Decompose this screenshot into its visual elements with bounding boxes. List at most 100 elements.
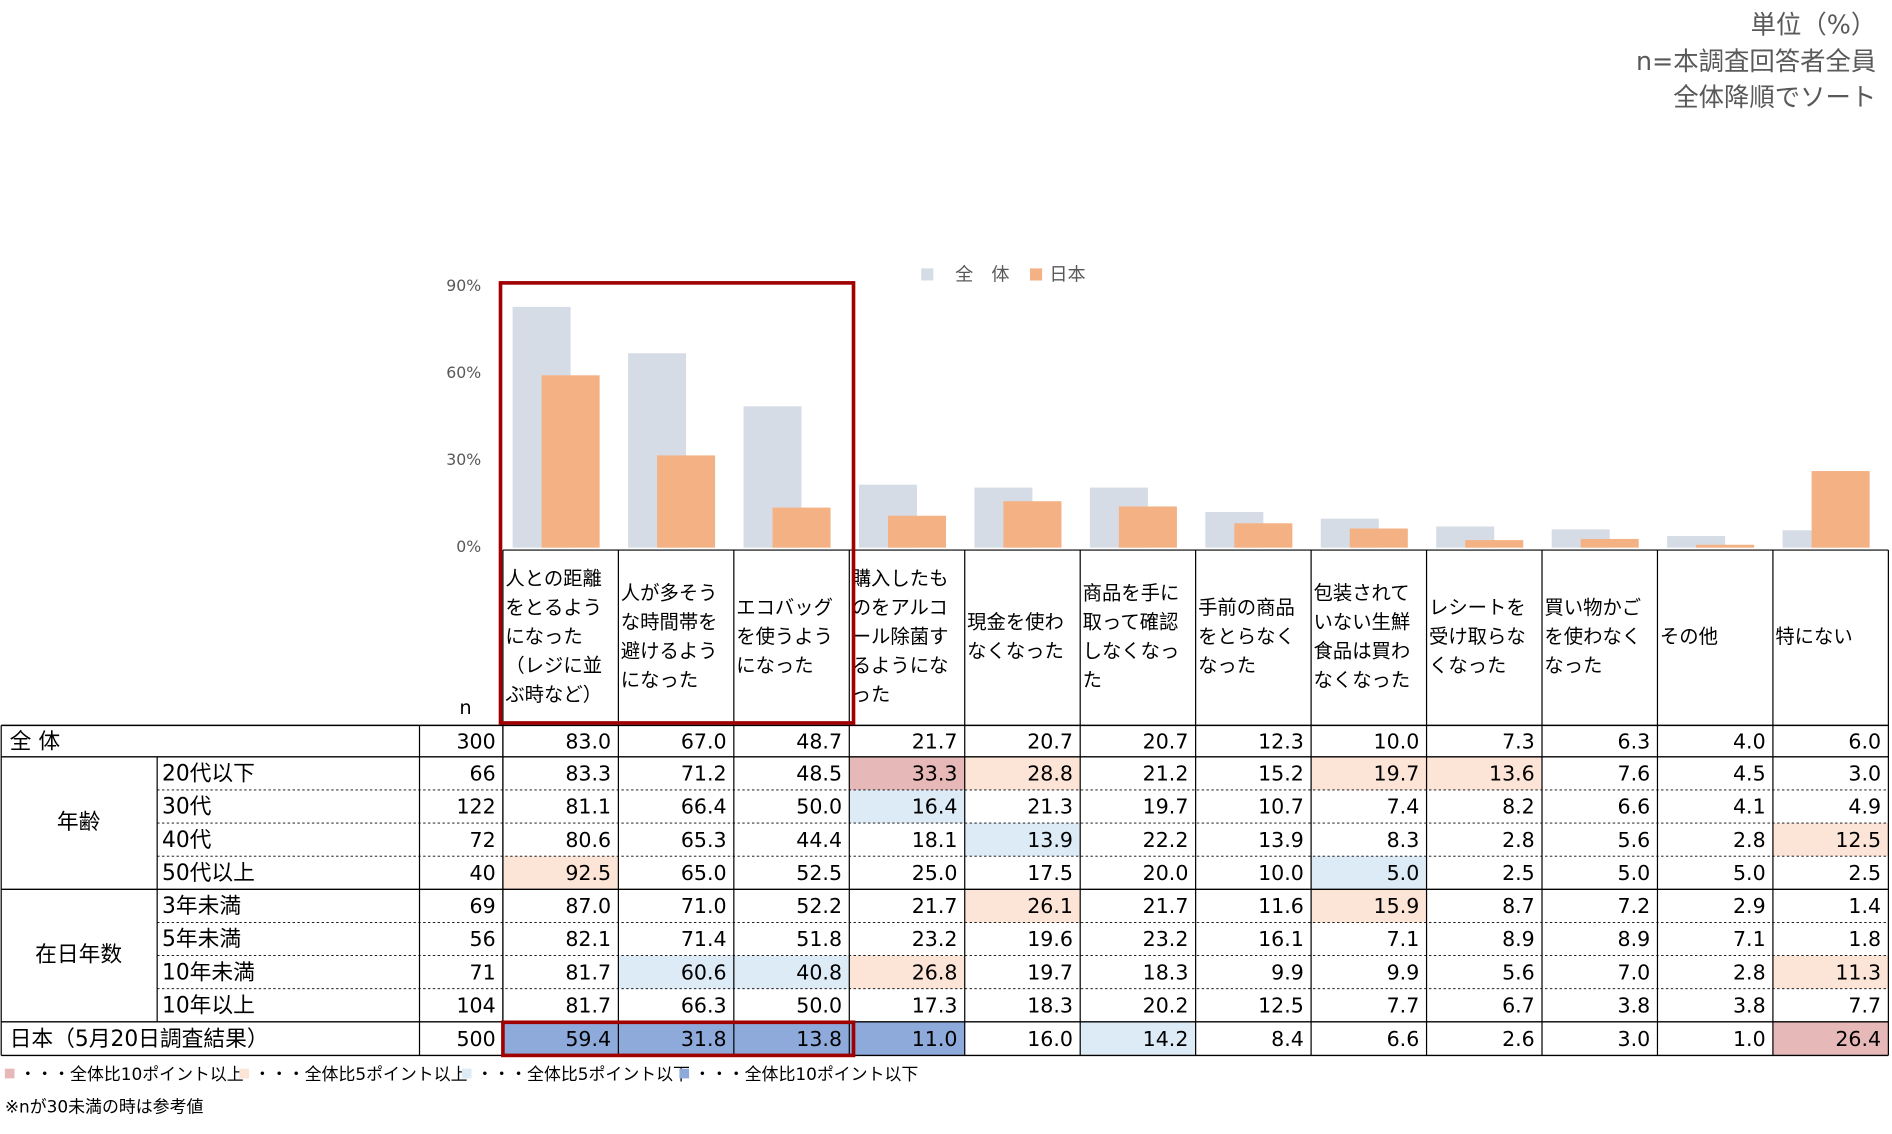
highlight xyxy=(502,1021,619,1056)
cell-value: 18.3 xyxy=(1027,993,1073,1017)
highlight xyxy=(964,889,1081,923)
note: 単位（%） xyxy=(1751,10,1877,40)
header-cell: 買い物かごを使わなくなった xyxy=(1544,595,1642,677)
cell-value: 7.2 xyxy=(1618,894,1651,918)
bar xyxy=(657,455,716,548)
legend-swatch xyxy=(1030,268,1043,281)
cell-value: 15.2 xyxy=(1258,762,1304,786)
cell-value: 21.7 xyxy=(1143,894,1189,918)
legend-label: 日本 xyxy=(1049,265,1085,286)
cell-value: 3.8 xyxy=(1618,993,1651,1017)
cell-value: 13.9 xyxy=(1258,828,1304,852)
cell-value: 65.0 xyxy=(681,861,727,885)
category-label: 特にない xyxy=(1775,624,1853,648)
cell-value: 8.4 xyxy=(1271,1027,1304,1051)
cell-value: 7.4 xyxy=(1387,795,1420,819)
header-cell: 現金を使わなくなった xyxy=(967,610,1064,662)
cell-value: 10.0 xyxy=(1374,729,1420,753)
bar xyxy=(1580,538,1639,548)
cell-value: 80.6 xyxy=(565,828,611,852)
bar xyxy=(1696,544,1755,548)
cell-value: 66.3 xyxy=(681,993,727,1017)
cell-value: 7.1 xyxy=(1733,927,1766,951)
cell-value: 40.8 xyxy=(796,960,842,984)
y-tick-label: 60% xyxy=(446,363,481,382)
n-value: 66 xyxy=(470,762,496,786)
category-label: 商品を手に取って確認しなくなった xyxy=(1082,580,1180,691)
cell-value: 13.6 xyxy=(1489,762,1535,786)
header-cell: エコバッグを使うようになった xyxy=(736,595,833,676)
cell-value: 9.9 xyxy=(1271,960,1304,984)
y-tick-label: 90% xyxy=(446,276,481,295)
cell-value: 3.0 xyxy=(1848,762,1881,786)
cell-value: 48.7 xyxy=(796,729,842,753)
cell-value: 16.0 xyxy=(1027,1027,1073,1051)
row-label: 40代 xyxy=(162,828,212,853)
highlight xyxy=(849,1021,965,1056)
highlight xyxy=(618,1021,734,1056)
y-tick-label: 30% xyxy=(446,450,481,469)
cell-value: 50.0 xyxy=(796,795,842,819)
cell-value: 28.8 xyxy=(1027,762,1073,786)
cell-value: 20.0 xyxy=(1143,861,1189,885)
cell-value: 25.0 xyxy=(912,861,958,885)
header-cell: 手前の商品をとらなくなった xyxy=(1198,595,1295,677)
row-label: 日本（5月20日調査結果） xyxy=(10,1027,269,1052)
cell-value: 82.1 xyxy=(565,927,611,951)
cell-value: 8.9 xyxy=(1618,927,1651,951)
cell-value: 67.0 xyxy=(681,729,727,753)
highlight xyxy=(1080,1021,1196,1056)
cell-value: 3.0 xyxy=(1618,1027,1651,1051)
row-label: 20代以下 xyxy=(162,762,255,787)
bar xyxy=(1349,528,1408,548)
header-cell: 人が多そうな時間帯を避けるようになった xyxy=(621,581,718,691)
cell-value: 13.8 xyxy=(796,1027,842,1051)
cell-value: 92.5 xyxy=(565,861,611,885)
legend-label: ・・・全体比5ポイント以上 xyxy=(254,1064,468,1084)
row-label: 50代以上 xyxy=(162,861,255,886)
header-cell: 商品を手に取って確認しなくなった xyxy=(1082,580,1180,691)
bar xyxy=(1465,540,1524,548)
cell-value: 7.7 xyxy=(1387,993,1420,1017)
n-value: 71 xyxy=(470,960,496,984)
category-label: 手前の商品をとらなくなった xyxy=(1198,595,1295,677)
cell-value: 16.1 xyxy=(1258,927,1304,951)
header-cell: 購入したものをアルコール除菌するようになった xyxy=(852,566,949,705)
highlight xyxy=(502,856,619,890)
cell-value: 1.4 xyxy=(1848,894,1881,918)
cell-value: 7.6 xyxy=(1618,762,1651,786)
cell-value: 6.6 xyxy=(1387,1027,1420,1051)
n-value: 104 xyxy=(456,993,495,1017)
cell-value: 12.5 xyxy=(1835,828,1881,852)
cell-value: 48.5 xyxy=(796,762,842,786)
cell-value: 21.3 xyxy=(1027,795,1073,819)
cell-value: 4.5 xyxy=(1733,762,1766,786)
highlight xyxy=(1772,823,1889,857)
cell-value: 19.7 xyxy=(1143,795,1189,819)
cell-value: 19.6 xyxy=(1027,927,1073,951)
highlight xyxy=(733,955,850,989)
y-tick-label: 0% xyxy=(456,537,481,556)
cell-value: 6.3 xyxy=(1618,729,1651,753)
highlight xyxy=(1311,856,1427,890)
cell-value: 23.2 xyxy=(1143,927,1189,951)
cell-value: 18.3 xyxy=(1143,960,1189,984)
cell-value: 2.8 xyxy=(1733,960,1766,984)
cell-value: 52.5 xyxy=(796,861,842,885)
cell-value: 6.7 xyxy=(1502,993,1535,1017)
cell-value: 20.7 xyxy=(1143,729,1189,753)
bar xyxy=(887,515,946,548)
cell-value: 87.0 xyxy=(565,894,611,918)
cell-value: 2.5 xyxy=(1848,861,1881,885)
cell-value: 17.3 xyxy=(912,993,958,1017)
cell-value: 52.2 xyxy=(796,894,842,918)
category-label: 人との距離をとるようになった（レジに並ぶ時など） xyxy=(505,566,603,706)
cell-value: 6.0 xyxy=(1848,729,1881,753)
header-cell: 人との距離をとるようになった（レジに並ぶ時など） xyxy=(505,566,603,706)
n-value: 122 xyxy=(456,795,495,819)
highlight xyxy=(1426,756,1543,790)
category-label: 買い物かごを使わなくなった xyxy=(1544,595,1642,677)
cell-value: 44.4 xyxy=(796,828,842,852)
cell-value: 12.5 xyxy=(1258,993,1304,1017)
